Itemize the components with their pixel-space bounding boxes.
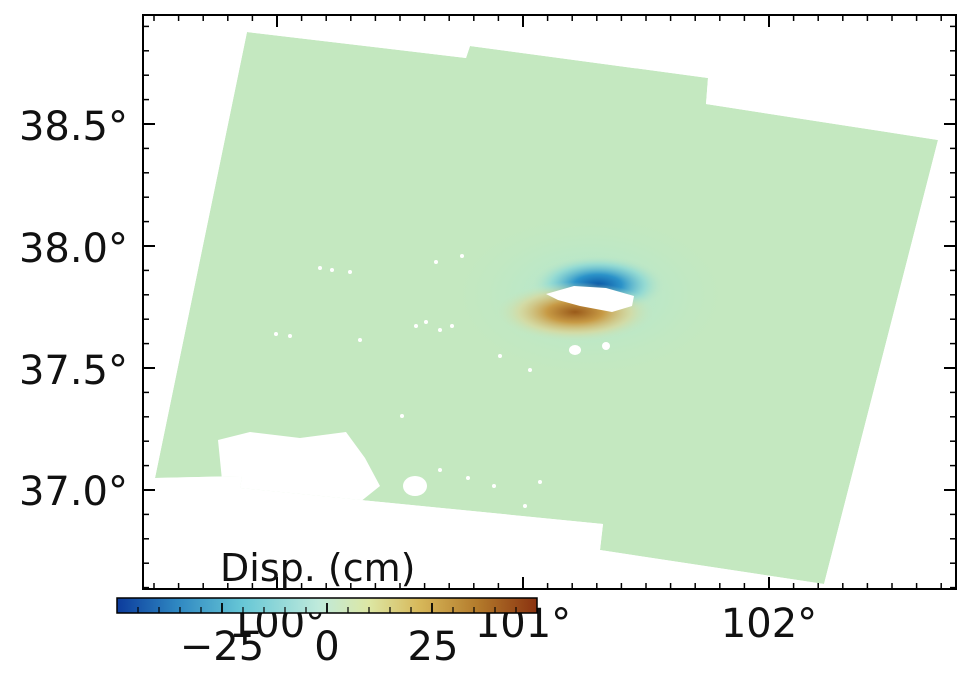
colorbar: Disp. (cm) −25 0 25 (116, 546, 538, 670)
colorbar-tick-label-0: 0 (314, 624, 339, 670)
colorbar-title: Disp. (cm) (220, 546, 415, 590)
y-tick-label-38-0: 38.0° (19, 226, 128, 272)
y-tick-label-37-0: 37.0° (19, 469, 128, 515)
no-data-patches (218, 254, 634, 508)
y-major-ticks (143, 123, 956, 491)
minor-ticks (143, 15, 956, 589)
colorbar-tick-label-25: 25 (408, 624, 459, 670)
map-axes (142, 14, 957, 590)
x-major-ticks (276, 15, 770, 589)
colorbar-ticks (137, 603, 517, 613)
y-tick-label-38-5: 38.5° (19, 104, 128, 150)
map-frame (142, 14, 957, 590)
x-tick-label-102: 102° (721, 601, 817, 647)
displacement-field (155, 32, 938, 584)
y-tick-label-37-5: 37.5° (19, 348, 128, 394)
colorbar-tick-label-neg25: −25 (180, 624, 264, 670)
y-tick-labels: 37.0° 37.5° 38.0° 38.5° (19, 104, 128, 515)
